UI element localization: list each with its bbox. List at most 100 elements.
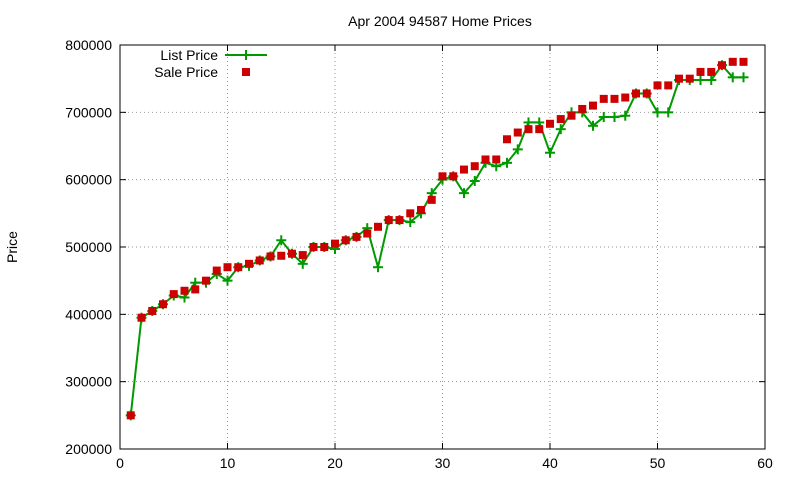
plot-frame <box>119 44 766 450</box>
sale-price-point <box>578 104 587 113</box>
sale-price-point <box>384 216 393 225</box>
sale-price-point <box>374 222 382 231</box>
axis-ticks: 200000 300000 400000 500000 600000 700000 8000… <box>65 37 773 471</box>
x-tick-label: 10 <box>220 455 236 471</box>
sale-price-point <box>524 125 533 134</box>
sale-price-point <box>202 276 210 285</box>
series-layer <box>125 57 749 421</box>
sale-price-point <box>331 239 339 248</box>
sale-price-point <box>341 236 350 245</box>
sale-price-point <box>148 306 157 315</box>
sale-price-point <box>707 67 716 76</box>
sale-price-point <box>406 209 415 218</box>
sale-price-point <box>288 249 296 258</box>
sale-price-point <box>632 89 640 98</box>
sale-price-point <box>503 135 511 144</box>
list-price-point <box>609 112 620 123</box>
list-price-point <box>588 120 598 131</box>
x-tick-label: 30 <box>435 455 451 471</box>
list-price-point <box>555 124 566 135</box>
sale-price-point <box>696 67 705 76</box>
y-tick-label: 800000 <box>65 37 112 53</box>
legend-label: Sale Price <box>154 64 218 80</box>
sale-price-point <box>685 74 694 83</box>
sale-price-point <box>427 195 436 204</box>
list-price-line <box>129 63 744 416</box>
x-tick-label: 0 <box>116 455 124 471</box>
sale-price-point <box>212 266 221 275</box>
sale-price-point <box>621 93 630 102</box>
sale-price-point <box>481 155 490 164</box>
sale-price-point <box>126 411 135 420</box>
list-price-point <box>663 107 674 118</box>
sale-price-point <box>535 125 544 134</box>
legend-label: List Price <box>160 47 218 63</box>
y-tick-label: 700000 <box>65 104 112 120</box>
sale-price-point <box>610 94 619 103</box>
sale-price-point <box>277 251 286 260</box>
sale-price-point <box>739 57 748 66</box>
y-tick-label: 600000 <box>65 172 112 188</box>
y-tick-label: 200000 <box>65 441 112 457</box>
sale-price-point <box>180 286 189 295</box>
sale-price-point <box>309 243 318 251</box>
list-price-point <box>598 112 609 123</box>
sale-price-point <box>363 229 372 238</box>
sale-price-point <box>234 263 243 272</box>
sale-price-point <box>395 216 404 225</box>
sale-price-point <box>223 263 232 272</box>
sale-price-point <box>664 81 673 90</box>
sale-price-point <box>567 111 576 120</box>
sale-price-point <box>546 119 554 128</box>
x-tick-label: 60 <box>757 455 773 471</box>
series-list-price <box>125 60 749 421</box>
y-tick-label: 400000 <box>65 306 112 322</box>
sale-price-point <box>255 256 264 265</box>
y-tick-label: 300000 <box>65 374 112 390</box>
sale-price-point <box>599 94 608 103</box>
sale-price-point <box>449 172 458 181</box>
sale-price-point <box>352 232 361 241</box>
list-price-point <box>297 258 308 269</box>
list-price-point <box>276 235 287 246</box>
sale-price-point <box>137 313 146 322</box>
sale-price-point <box>513 128 522 137</box>
sale-price-point <box>492 155 501 164</box>
list-price-point <box>620 110 631 121</box>
list-price-point <box>706 75 717 86</box>
sale-price-point <box>718 61 726 70</box>
list-price-point <box>469 176 480 187</box>
grid <box>120 45 765 449</box>
x-tick-label: 20 <box>327 455 343 471</box>
sale-price-point <box>653 81 662 90</box>
y-tick-label: 500000 <box>65 239 112 255</box>
sale-price-point <box>159 300 167 309</box>
sale-price-point <box>191 285 200 294</box>
list-price-point <box>459 188 469 199</box>
list-price-point <box>222 275 233 286</box>
sale-price-point <box>556 115 565 124</box>
sale-price-point <box>266 252 275 261</box>
sale-price-point <box>438 172 447 181</box>
sale-price-point <box>728 57 737 66</box>
list-price-point <box>738 72 749 83</box>
sale-price-point <box>417 205 425 214</box>
list-price-point <box>545 147 555 158</box>
series-sale-price <box>126 57 748 420</box>
list-price-point <box>502 157 512 168</box>
sale-price-point <box>589 101 597 110</box>
sale-price-point <box>169 290 178 299</box>
y-axis-label: Price <box>4 231 20 263</box>
x-tick-label: 40 <box>542 455 558 471</box>
sale-price-point <box>470 162 479 171</box>
list-price-point <box>727 72 738 83</box>
chart-title: Apr 2004 94587 Home Prices <box>348 13 532 29</box>
legend-swatch-square <box>242 68 250 76</box>
sale-price-point <box>320 243 329 251</box>
sale-price-point <box>642 89 651 98</box>
list-price-point <box>695 75 706 86</box>
list-price-point <box>512 144 523 155</box>
list-price-point <box>405 217 416 228</box>
